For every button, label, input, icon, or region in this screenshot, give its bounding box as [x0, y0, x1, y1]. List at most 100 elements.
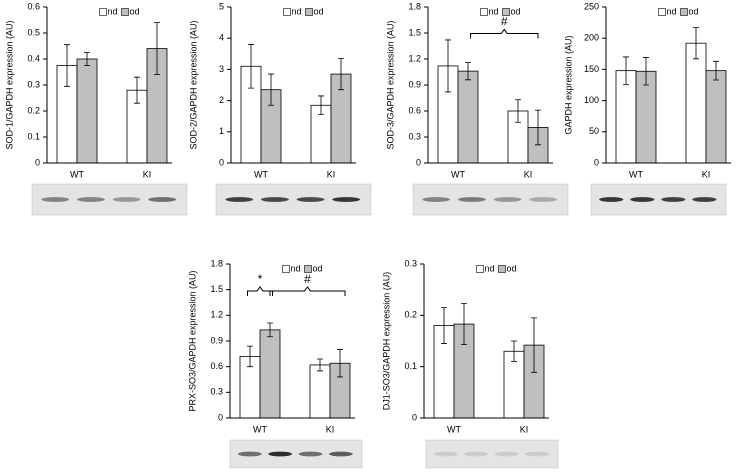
y-tick-label: 0.1	[404, 361, 417, 371]
y-tick-label: 0.2	[404, 310, 417, 320]
axes	[605, 7, 731, 164]
blot-band	[493, 197, 522, 202]
error-bar	[511, 340, 517, 362]
error-bar	[465, 62, 471, 81]
error-bar	[693, 27, 699, 60]
y-tick-label: 0.4	[27, 53, 40, 63]
y-tick-label: 1.2	[210, 310, 223, 320]
legend-swatch	[282, 265, 290, 273]
y-tick-label: 0.5	[27, 27, 40, 37]
error-bar	[84, 52, 90, 66]
blot-band	[268, 451, 293, 457]
bar	[705, 70, 727, 164]
error-bar	[267, 322, 273, 338]
legend-label: nd	[291, 263, 301, 273]
y-tick-label: 1.8	[408, 1, 421, 11]
legend-label: od	[313, 263, 323, 273]
y-axis-label: SOD-1/GAPDH expression (AU)	[4, 20, 14, 149]
panel: 0 0.3 0.6 0.9 1.2 1.5 1.8 SOD-3/GAPDH expressio…	[385, 1, 569, 216]
error-bar	[713, 60, 719, 81]
error-bar	[623, 56, 629, 85]
legend-swatch	[680, 8, 688, 16]
bar	[457, 70, 479, 164]
x-tick-label: WT	[254, 169, 268, 179]
axes	[423, 264, 549, 419]
bar	[259, 329, 281, 419]
y-tick-label: 1.5	[210, 284, 223, 294]
x-tick-label: KI	[702, 169, 711, 179]
y-tick-label: 0.9	[408, 79, 421, 89]
blot-band	[332, 197, 361, 202]
blot-band	[237, 451, 262, 457]
error-bar	[445, 39, 451, 93]
legend-swatch	[480, 8, 488, 16]
y-tick-label: 5	[219, 1, 224, 11]
y-tick-label: 0.2	[27, 105, 40, 115]
blot-band	[494, 451, 519, 457]
y-tick-label: 0.3	[27, 79, 40, 89]
error-bar	[515, 99, 521, 123]
legend-swatch	[502, 8, 510, 16]
axes	[427, 7, 553, 164]
x-tick-label: KI	[326, 424, 335, 434]
x-tick-label: WT	[253, 424, 267, 434]
error-bar	[338, 58, 344, 91]
blot-band	[112, 197, 141, 202]
error-bar	[337, 349, 343, 378]
legend-swatch	[305, 8, 313, 16]
error-bar	[134, 76, 140, 104]
y-tick-label: 0.3	[408, 131, 421, 141]
annotation: *	[258, 272, 263, 286]
panel: 0 0.1 0.2 0.3 DJ1-SO3/GAPDH expression (AU) n…	[381, 258, 559, 469]
blot-band	[630, 197, 655, 202]
blot-band	[661, 197, 686, 202]
legend-label: od	[314, 6, 324, 16]
legend-label: nd	[489, 6, 499, 16]
y-tick-label: 0	[412, 412, 417, 422]
legend-label: nd	[667, 6, 677, 16]
y-tick-label: 50	[589, 126, 599, 136]
legend-label: nd	[485, 263, 495, 273]
bar	[309, 364, 331, 419]
y-tick-label: 200	[584, 33, 599, 43]
legend-swatch	[304, 265, 312, 273]
blot-band	[599, 197, 624, 202]
blot-band	[457, 197, 486, 202]
y-axis-label: SOD-3/GAPDH expression (AU)	[385, 20, 395, 149]
legend-label: od	[689, 6, 699, 16]
legend-swatch	[99, 8, 107, 16]
legend-swatch	[476, 265, 484, 273]
bar	[76, 58, 98, 164]
error-bar	[247, 345, 253, 368]
blot-band	[41, 197, 70, 202]
legend-label: od	[130, 6, 140, 16]
y-tick-label: 0.1	[27, 131, 40, 141]
y-tick-label: 250	[584, 1, 599, 11]
legend-label: nd	[292, 6, 302, 16]
blot-band	[296, 197, 325, 202]
blot-band	[525, 451, 549, 457]
error-bar	[154, 22, 160, 75]
error-bar	[535, 109, 541, 146]
x-tick-label: WT	[70, 169, 84, 179]
blot-image	[425, 439, 559, 469]
y-tick-label: 1.2	[408, 53, 421, 63]
blot-band	[76, 197, 105, 202]
y-tick-label: 100	[584, 95, 599, 105]
annotation: #	[304, 272, 311, 286]
x-tick-label: KI	[327, 169, 336, 179]
panel: 0 0.1 0.2 0.3 0.4 0.5 0.6 SOD-1/GAPDH expressio…	[4, 1, 188, 216]
error-bar	[248, 44, 254, 89]
blot-band	[422, 197, 451, 202]
error-bar	[441, 307, 447, 344]
y-axis-label: DJ1-SO3/GAPDH expression (AU)	[381, 272, 391, 411]
x-tick-label: WT	[447, 424, 461, 434]
y-axis-label: SOD-2/GAPDH expression (AU)	[188, 20, 198, 149]
blot-band	[225, 197, 254, 202]
y-tick-label: 0.6	[210, 361, 223, 371]
error-bar	[317, 358, 323, 372]
y-tick-label: 0	[416, 157, 421, 167]
bracket	[269, 286, 346, 296]
bracket	[470, 28, 539, 39]
y-tick-label: 0.6	[27, 1, 40, 11]
